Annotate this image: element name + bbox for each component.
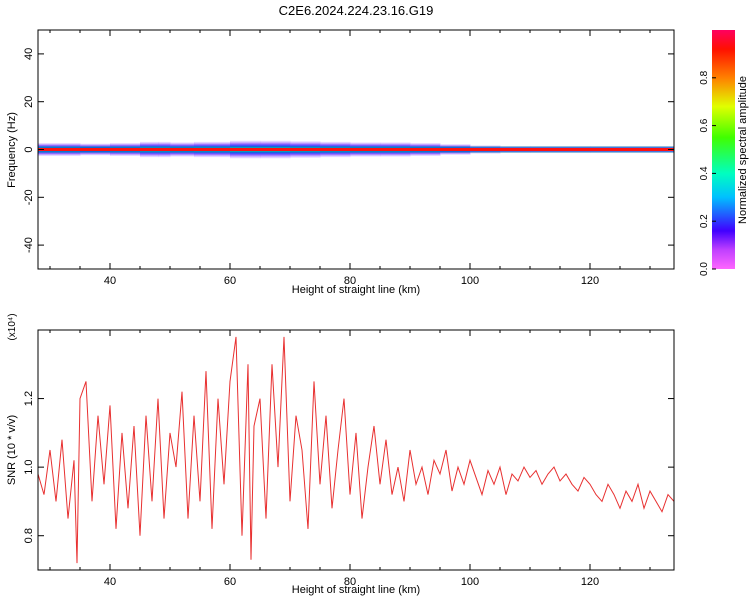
colorbar-tick-label: 0.0 [699, 262, 710, 276]
snr-ytick-label: 1.0 [23, 459, 35, 474]
snr-xtick-label: 40 [104, 576, 116, 588]
spec-xtick-label: 120 [581, 275, 599, 287]
snr-ticks: 40 60 80 100 120 0.8 1.0 1.2 [23, 330, 674, 588]
snr-xtick-label: 60 [224, 576, 236, 588]
colorbar: 0.0 0.2 0.4 0.6 0.8 Normalized spectral ampl… [699, 30, 749, 276]
colorbar-tick-label: 0.8 [699, 70, 710, 84]
snr-panel: 40 60 80 100 120 0.8 1.0 1.2 Height of straight… [6, 313, 675, 596]
spec-ytick-label: -20 [23, 189, 35, 205]
snr-ytick-label: 0.8 [23, 528, 35, 543]
spec-xtick-label: 40 [104, 275, 116, 287]
snr-yscale-label: (x10⁴) [7, 313, 18, 340]
spectral-band-core [38, 148, 674, 151]
spec-ytick-label: 20 [23, 96, 35, 108]
snr-xtick-label: 120 [581, 576, 599, 588]
spec-ytick-label: -40 [23, 237, 35, 253]
spectrogram-panel: 40 60 80 100 120 -40 -20 0 20 40 Height of straig… [6, 29, 675, 296]
spectrogram-xlabel: Height of straight line (km) [292, 284, 420, 296]
colorbar-ticks: 0.0 0.2 0.4 0.6 0.8 [699, 70, 716, 276]
colorbar-label: Normalized spectral amplitude [737, 76, 749, 224]
spec-xtick-label: 100 [461, 275, 479, 287]
spec-xtick-label: 60 [224, 275, 236, 287]
colorbar-tick-label: 0.6 [699, 118, 710, 132]
snr-xlabel: Height of straight line (km) [292, 584, 420, 596]
spectral-band [38, 140, 674, 159]
figure-title: C2E6.2024.224.23.16.G19 [279, 3, 434, 18]
spectrogram-ticks: 40 60 80 100 120 -40 -20 0 20 40 [23, 30, 674, 287]
snr-frame [37, 329, 675, 571]
snr-ylabel: SNR (10 * v/v) [6, 415, 18, 485]
spec-ytick-label: 40 [23, 48, 35, 60]
snr-xtick-label: 100 [461, 576, 479, 588]
spectrogram-ylabel: Frequency (Hz) [6, 112, 18, 188]
snr-xtick-label: 80 [344, 576, 356, 588]
spec-ytick-label: 0 [23, 146, 35, 152]
colorbar-tick-label: 0.2 [699, 214, 710, 228]
colorbar-tick-label: 0.4 [699, 166, 710, 180]
colorbar-gradient [712, 30, 735, 269]
spec-xtick-label: 80 [344, 275, 356, 287]
snr-ytick-label: 1.2 [23, 391, 35, 406]
snr-series-line [38, 336, 674, 564]
